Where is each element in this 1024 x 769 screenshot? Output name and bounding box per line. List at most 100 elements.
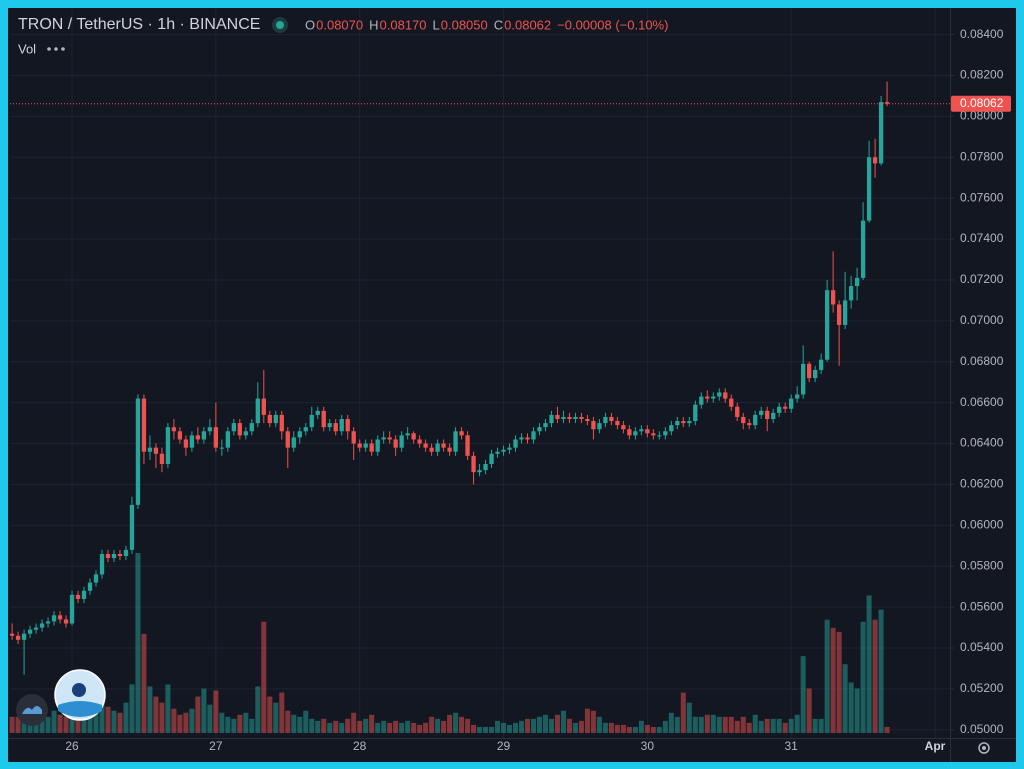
volume-bar <box>830 627 836 733</box>
candle-body <box>219 447 225 449</box>
volume-bar <box>147 686 153 733</box>
volume-bar <box>614 724 620 733</box>
volume-bar <box>746 722 752 733</box>
candle-body <box>884 102 890 104</box>
settings-button[interactable] <box>978 742 990 754</box>
volume-bar <box>483 726 489 733</box>
x-tick-label: 30 <box>641 739 655 753</box>
logo-shape <box>22 706 42 714</box>
y-tick-label: 0.06200 <box>960 477 1004 491</box>
volume-bar <box>584 708 590 733</box>
candle-body <box>866 157 872 221</box>
volume-bar <box>207 704 213 733</box>
volume-bar <box>117 712 123 733</box>
candle-body <box>854 277 860 287</box>
y-tick-label: 0.08400 <box>960 27 1004 41</box>
avatar-figure <box>72 683 86 697</box>
volume-bar <box>369 714 375 733</box>
volume-bar <box>381 720 387 733</box>
candle-body <box>237 423 242 436</box>
y-tick-label: 0.07400 <box>960 231 1004 245</box>
y-tick-label: 0.07000 <box>960 313 1004 327</box>
candle-body <box>417 439 422 444</box>
volume-bar <box>626 726 632 733</box>
volume-bar <box>866 595 872 733</box>
tradingview-logo[interactable] <box>16 694 48 726</box>
volume-bar <box>477 726 483 733</box>
candle-body <box>591 421 596 430</box>
candle-body <box>327 423 332 428</box>
candle-body <box>513 439 518 448</box>
candle-body <box>477 470 482 473</box>
candle-body <box>663 431 668 436</box>
volume-bar <box>183 712 189 733</box>
candle-body <box>729 398 734 407</box>
volume-bar <box>770 718 776 733</box>
legend-key: L <box>433 17 440 32</box>
candle-body <box>435 443 440 452</box>
volume-bar <box>836 631 842 733</box>
volume-bar <box>339 722 345 733</box>
volume-bar <box>459 716 465 733</box>
volume-bar <box>752 714 758 733</box>
volume-bar <box>285 710 291 733</box>
candle-body <box>141 398 147 452</box>
candle-body <box>573 416 578 420</box>
volume-bar <box>189 708 195 733</box>
volume-bar <box>87 716 93 733</box>
volume-bar <box>399 722 405 733</box>
candle-body <box>243 431 248 436</box>
volume-bar <box>447 714 453 733</box>
candle-body <box>747 423 752 426</box>
candle-layer <box>9 81 890 675</box>
volume-bar <box>75 718 81 733</box>
candle-body <box>878 102 884 164</box>
candle-body <box>423 443 428 448</box>
candle-body <box>63 619 69 624</box>
avatar[interactable] <box>54 669 106 721</box>
volume-bar <box>297 716 303 733</box>
volume-bar <box>632 726 638 733</box>
volume-bar <box>45 716 51 733</box>
candle-body <box>285 431 290 448</box>
volume-bar <box>411 722 417 733</box>
volume-bar <box>578 720 584 733</box>
candle-body <box>453 431 458 452</box>
candle-body <box>405 433 410 436</box>
x-tick-label: Apr <box>925 739 946 753</box>
volume-bar <box>99 696 105 733</box>
y-tick-label: 0.05200 <box>960 681 1004 695</box>
volume-bar <box>291 714 297 733</box>
volume-bar <box>351 712 357 733</box>
candle-body <box>753 414 758 426</box>
candle-body <box>27 629 33 634</box>
more-button[interactable] <box>47 47 65 51</box>
dot <box>61 47 65 51</box>
volume-bar <box>854 688 860 733</box>
candle-body <box>842 300 848 325</box>
volume-bar <box>159 702 165 733</box>
candle-body <box>633 431 638 436</box>
volume-bar <box>141 633 147 733</box>
volume-bar <box>417 724 423 733</box>
candle-body <box>555 414 560 420</box>
candle-body <box>339 419 344 432</box>
candle-body <box>159 453 165 464</box>
volume-bar <box>375 722 381 733</box>
candle-body <box>81 590 87 599</box>
volume-bar <box>441 720 447 733</box>
volume-bar <box>309 718 315 733</box>
volume-bar <box>662 720 668 733</box>
candle-body <box>585 419 590 422</box>
last-price-box <box>951 95 1011 112</box>
candle-body <box>459 431 464 436</box>
volume-bar <box>698 716 704 733</box>
candle-body <box>813 369 818 379</box>
candle-body <box>489 453 494 464</box>
candle-body <box>57 615 63 620</box>
candle-body <box>561 416 566 420</box>
volume-bar <box>33 718 39 733</box>
volume-bar <box>315 720 321 733</box>
y-tick-label: 0.05000 <box>960 722 1004 736</box>
y-tick-label: 0.08200 <box>960 68 1004 82</box>
